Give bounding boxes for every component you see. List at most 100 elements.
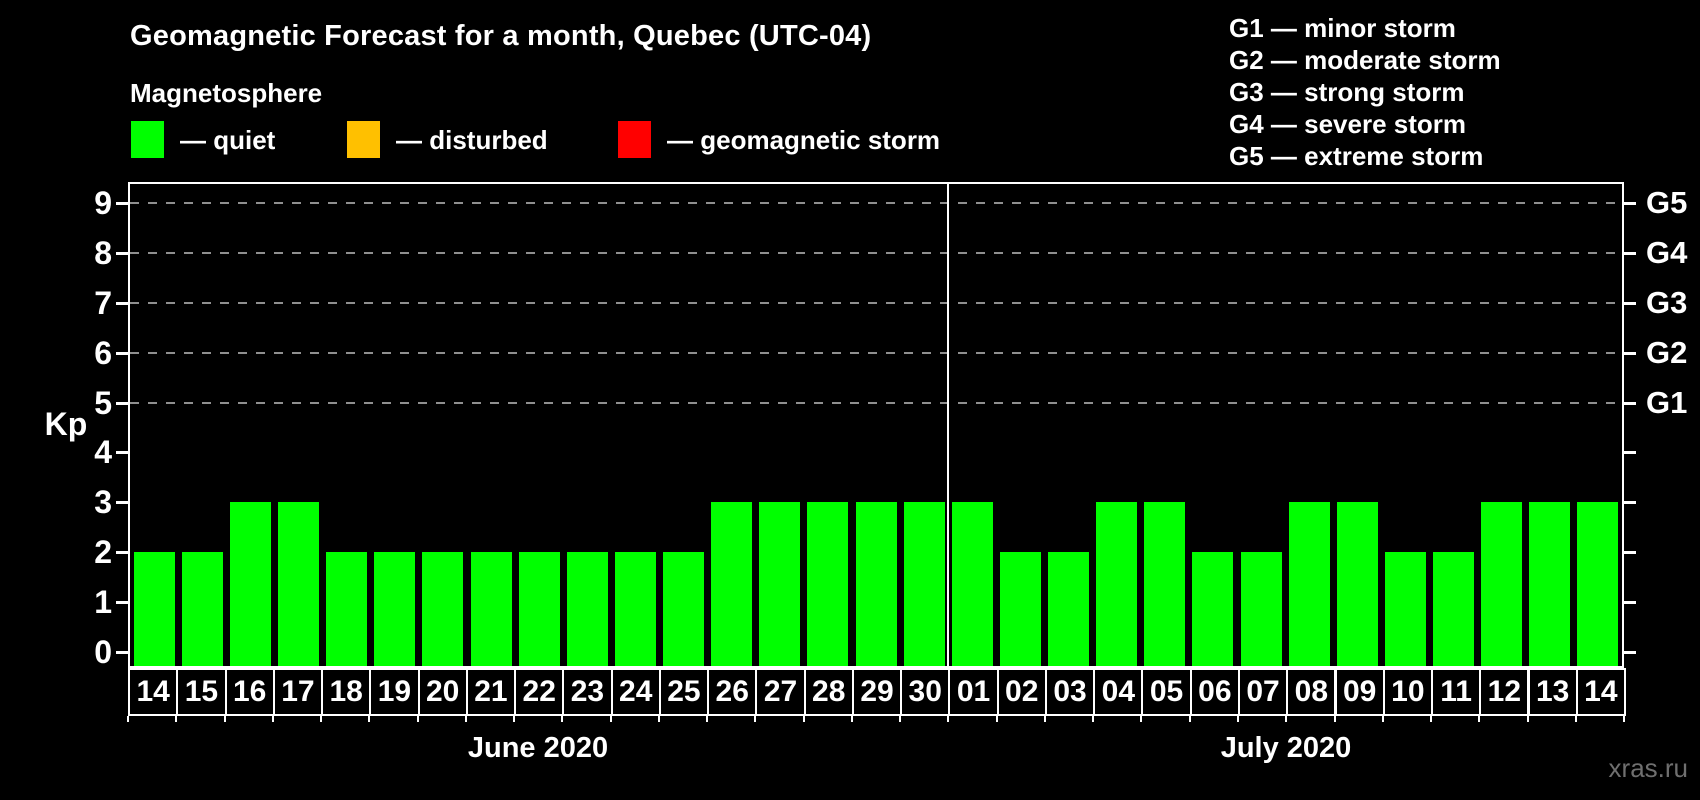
y-tick-label: 1: [94, 584, 112, 621]
day-boundary-tick: [1285, 716, 1288, 722]
kp-bar: [229, 502, 271, 666]
y-tick-right: [1624, 301, 1636, 305]
kp-bar: [759, 502, 801, 666]
day-axis: 14 15 16 17 18 19 20 21 22 23 24 25 26 27 28 29 30 01 02 03…: [127, 668, 1626, 722]
day-boundary-tick: [850, 716, 853, 722]
y-tick-right: [1624, 351, 1636, 355]
kp-bar: [1096, 502, 1138, 666]
y-tick-left: [116, 251, 128, 255]
kp-bar: [278, 502, 319, 666]
y-tick-right: [1624, 401, 1636, 405]
day-boundary-tick: [1430, 716, 1432, 722]
kp-bar: [1384, 552, 1426, 666]
day-cell: 23: [562, 668, 613, 716]
day-cell: 08: [1286, 668, 1337, 716]
kp-axis-label: Kp: [44, 406, 88, 442]
kp-bar: [855, 502, 897, 666]
g-scale-label-g5: G5: [1646, 184, 1688, 220]
day-cell: 01: [948, 668, 999, 716]
day-boundary-tick: [1188, 716, 1191, 722]
kp-bar: [807, 502, 849, 666]
day-boundary-tick: [561, 716, 564, 722]
legend-label-quiet: — quiet: [180, 125, 276, 155]
kp-bar: [518, 552, 560, 666]
day-boundary-tick: [802, 716, 805, 722]
day-cell: 07: [1237, 668, 1289, 716]
day-cell: 30: [900, 668, 951, 716]
day-boundary-tick: [899, 716, 902, 722]
day-boundary-tick: [464, 716, 467, 722]
y-tick-label: 3: [94, 484, 112, 521]
day-cell: 28: [803, 668, 854, 716]
day-boundary-tick: [416, 716, 419, 722]
kp-bar: [614, 552, 656, 666]
day-boundary-tick: [1236, 716, 1239, 722]
y-tick-label: 5: [94, 384, 112, 421]
day-cell: 19: [369, 668, 420, 716]
kp-bar: [1433, 552, 1474, 666]
day-cell: 27: [755, 668, 806, 716]
y-tick-left: [116, 451, 128, 455]
day-cell: 12: [1479, 668, 1530, 716]
gridline-kp9: [130, 201, 1622, 204]
y-tick-left: [116, 601, 128, 605]
kp-bar: [1288, 502, 1330, 666]
kp-bar: [374, 552, 416, 666]
kp-bar: [181, 552, 223, 666]
day-boundary-tick: [1140, 716, 1143, 722]
g5-legend-line: G5 — extreme storm: [1229, 141, 1484, 171]
g3-legend-line: G3 — strong storm: [1229, 77, 1465, 107]
chart-title: Geomagnetic Forecast for a month, Quebec…: [130, 20, 872, 52]
kp-bar: [951, 502, 993, 666]
day-cell: 05: [1141, 668, 1192, 716]
y-tick-right: [1624, 451, 1636, 455]
magnetosphere-label: Magnetosphere: [130, 78, 323, 108]
y-tick-right: [1624, 551, 1636, 555]
g-scale-legend: G1 — minor storm G2 — moderate storm G3 …: [1229, 12, 1501, 172]
day-cell: 18: [321, 668, 372, 716]
y-tick-label: 9: [94, 184, 112, 221]
y-tick-left: [116, 201, 128, 205]
day-cell: 25: [658, 668, 710, 716]
day-cell: 09: [1334, 668, 1385, 716]
y-tick-right: [1624, 601, 1636, 605]
y-tick-right: [1624, 651, 1636, 654]
day-boundary-tick: [223, 716, 226, 722]
kp-bar: [999, 552, 1041, 666]
y-tick-label: 0: [94, 634, 112, 670]
day-boundary-tick: [513, 716, 516, 722]
gridline-kp8: [130, 251, 1622, 254]
y-tick-left: [116, 551, 128, 555]
y-tick-left: [116, 501, 128, 505]
y-tick-left: [116, 651, 128, 654]
g-scale-label-g3: G3: [1646, 284, 1688, 320]
y-tick-label: 2: [94, 534, 112, 571]
day-boundary-tick: [1092, 716, 1095, 722]
y-tick-right: [1624, 201, 1636, 205]
kp-bar: [470, 552, 512, 666]
day-boundary-tick: [368, 716, 371, 722]
kp-bar: [711, 502, 753, 666]
plot-area: Kp 0 1 2 3 4 5 6 7 8 9 G1 G2 G3 G4 G5: [45, 182, 1687, 670]
day-boundary-tick: [1623, 716, 1625, 722]
day-boundary-tick: [609, 716, 612, 722]
legend-label-geomagnetic-storm: — geomagnetic storm: [667, 125, 941, 155]
g2-legend-line: G2 — moderate storm: [1229, 45, 1501, 75]
month-label-july: July 2020: [1220, 732, 1352, 764]
kp-bar: [1577, 502, 1619, 666]
g-scale-label-g1: G1: [1646, 384, 1688, 420]
y-tick-right: [1624, 251, 1636, 255]
y-tick-right: [1624, 501, 1636, 505]
kp-bar: [1048, 552, 1089, 666]
kp-bar: [1144, 502, 1186, 666]
day-boundary-tick: [1526, 716, 1529, 722]
day-cell: 20: [417, 668, 468, 716]
y-tick-label: 4: [94, 434, 112, 471]
day-boundary-tick: [1478, 716, 1481, 722]
y-tick-left: [116, 401, 128, 405]
g4-legend-line: G4 — severe storm: [1229, 109, 1467, 139]
gridline-kp6: [130, 351, 1622, 354]
day-boundary-tick: [947, 716, 950, 722]
y-tick-left: [116, 351, 128, 355]
kp-bar: [326, 552, 368, 666]
